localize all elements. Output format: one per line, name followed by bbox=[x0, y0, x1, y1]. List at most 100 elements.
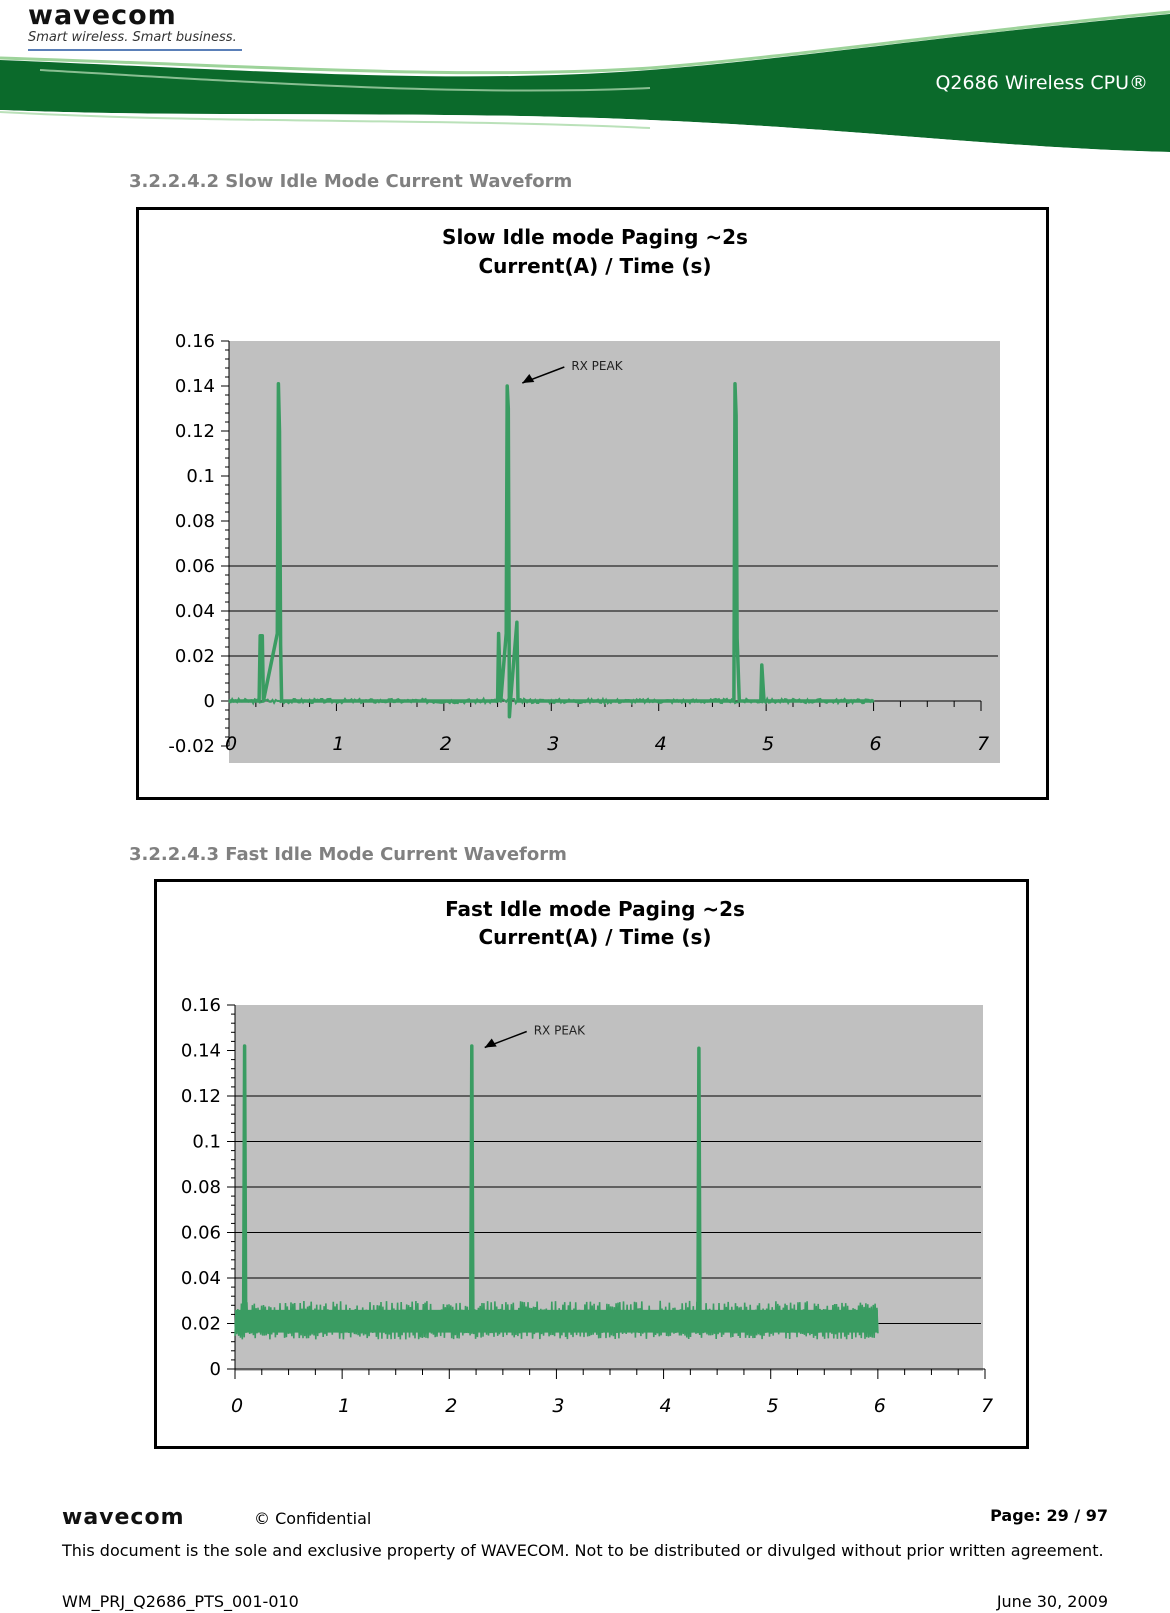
data-point bbox=[697, 1322, 699, 1325]
data-point bbox=[277, 382, 280, 385]
logo-underline bbox=[28, 49, 242, 51]
footer-date: June 30, 2009 bbox=[996, 1592, 1108, 1611]
header-banner bbox=[0, 10, 1170, 160]
data-point bbox=[518, 700, 520, 702]
y-tick-label: 0.12 bbox=[181, 1086, 221, 1107]
fast-idle-chart-svg: Fast Idle mode Paging ~2s Current(A) / Ti… bbox=[181, 897, 993, 1417]
data-point bbox=[497, 632, 500, 635]
y-tick-label: 0.1 bbox=[186, 466, 215, 487]
data-point bbox=[516, 621, 518, 624]
x-tick-label: 5 bbox=[767, 1395, 779, 1417]
x-tick-label: 1 bbox=[332, 733, 344, 755]
x-tick-label: 6 bbox=[874, 1395, 886, 1417]
y-tick-label: 0.16 bbox=[175, 331, 215, 352]
x-tick-label: 3 bbox=[552, 1395, 564, 1417]
x-tick-label: 4 bbox=[655, 733, 667, 755]
fast-idle-chart: Fast Idle mode Paging ~2s Current(A) / Ti… bbox=[154, 879, 1029, 1449]
y-tick-label: 0 bbox=[210, 1359, 221, 1380]
footer-wavecom-logo: wavecom bbox=[62, 1505, 185, 1530]
data-point bbox=[244, 1322, 247, 1325]
footer-page-number: Page: 29 / 97 bbox=[990, 1506, 1108, 1525]
y-tick-label: 0.06 bbox=[175, 556, 215, 577]
data-point bbox=[279, 643, 282, 646]
y-tick-label: 0.02 bbox=[175, 646, 215, 667]
data-point bbox=[505, 632, 507, 635]
data-point bbox=[872, 700, 875, 702]
y-tick-label: 0.16 bbox=[181, 995, 221, 1016]
data-point bbox=[496, 700, 499, 702]
x-tick-label: 0 bbox=[231, 1395, 243, 1417]
footer-doc-id: WM_PRJ_Q2686_PTS_001-010 bbox=[62, 1592, 299, 1611]
x-tick-label: 6 bbox=[870, 733, 882, 755]
data-point bbox=[228, 700, 230, 702]
y-tick-label: 0.04 bbox=[181, 1268, 221, 1289]
data-point bbox=[281, 700, 284, 702]
x-tick-label: 7 bbox=[981, 1395, 993, 1417]
y-tick-label: 0.14 bbox=[175, 376, 215, 397]
data-point bbox=[763, 700, 765, 702]
data-point bbox=[472, 1322, 474, 1325]
data-point bbox=[234, 1322, 236, 1325]
section-heading-slow-idle: 3.2.2.4.2 Slow Idle Mode Current Wavefor… bbox=[129, 171, 573, 192]
chart-subtitle: Current(A) / Time (s) bbox=[478, 925, 711, 949]
data-point bbox=[278, 430, 281, 432]
data-point bbox=[738, 700, 741, 702]
annotation-label: RX PEAK bbox=[571, 359, 623, 373]
data-point bbox=[759, 700, 762, 702]
data-point bbox=[761, 664, 763, 666]
product-name: Q2686 Wireless CPU® bbox=[935, 72, 1148, 94]
y-tick-label: 0 bbox=[204, 691, 215, 712]
data-point bbox=[259, 634, 261, 637]
y-tick-label: 0.02 bbox=[181, 1314, 221, 1335]
footer-confidential: © Confidential bbox=[254, 1509, 372, 1528]
logo-tagline: Smart wireless. Smart business. bbox=[28, 30, 237, 45]
y-tick-label: 0.08 bbox=[175, 511, 215, 532]
data-point bbox=[506, 385, 509, 387]
data-point bbox=[736, 637, 738, 639]
slow-idle-chart: Slow Idle mode Paging ~2s Current(A) / Ti… bbox=[136, 207, 1049, 800]
x-tick-label: 2 bbox=[445, 1395, 457, 1417]
data-point bbox=[734, 382, 736, 385]
y-tick-label: 0.08 bbox=[181, 1177, 221, 1198]
data-point bbox=[242, 1322, 245, 1325]
wavecom-logo: wavecom bbox=[28, 0, 177, 31]
y-tick-label: 0.12 bbox=[175, 421, 215, 442]
x-tick-label: 0 bbox=[225, 733, 237, 755]
data-point bbox=[499, 700, 502, 702]
data-point bbox=[699, 1322, 701, 1325]
x-tick-label: 2 bbox=[440, 733, 452, 755]
data-point bbox=[470, 1045, 473, 1047]
data-point bbox=[258, 700, 260, 702]
x-tick-label: 4 bbox=[660, 1395, 672, 1417]
data-point bbox=[508, 715, 511, 718]
plot-area bbox=[229, 341, 1000, 763]
chart-title: Slow Idle mode Paging ~2s bbox=[442, 225, 748, 249]
data-point bbox=[507, 407, 510, 410]
x-tick-label: 3 bbox=[547, 733, 559, 755]
footer-notice: This document is the sole and exclusive … bbox=[62, 1541, 1104, 1560]
y-tick-label: 0.1 bbox=[192, 1132, 221, 1153]
data-point bbox=[733, 700, 735, 702]
y-tick-label: 0.14 bbox=[181, 1041, 221, 1062]
chart-subtitle: Current(A) / Time (s) bbox=[478, 254, 711, 278]
section-heading-fast-idle: 3.2.2.4.3 Fast Idle Mode Current Wavefor… bbox=[129, 844, 567, 865]
data-point bbox=[469, 1322, 472, 1325]
data-point bbox=[261, 634, 264, 637]
y-tick-label: 0.04 bbox=[175, 601, 215, 622]
data-point bbox=[509, 700, 512, 702]
slow-idle-chart-svg: Slow Idle mode Paging ~2s Current(A) / Ti… bbox=[168, 225, 1000, 763]
annotation-arrow-head bbox=[484, 1038, 497, 1048]
annotation-label: RX PEAK bbox=[534, 1024, 586, 1038]
data-point bbox=[698, 1047, 700, 1050]
y-tick-label: 0.06 bbox=[181, 1223, 221, 1244]
x-tick-label: 7 bbox=[977, 733, 989, 755]
data-point bbox=[735, 414, 737, 417]
data-point bbox=[276, 632, 279, 635]
y-tick-label: -0.02 bbox=[168, 736, 215, 757]
data-point bbox=[262, 700, 265, 702]
x-tick-label: 1 bbox=[338, 1395, 350, 1417]
data-point bbox=[877, 1322, 879, 1325]
x-tick-label: 5 bbox=[762, 733, 774, 755]
annotation-arrow-head bbox=[522, 374, 535, 383]
noise-band-core bbox=[235, 1309, 878, 1333]
